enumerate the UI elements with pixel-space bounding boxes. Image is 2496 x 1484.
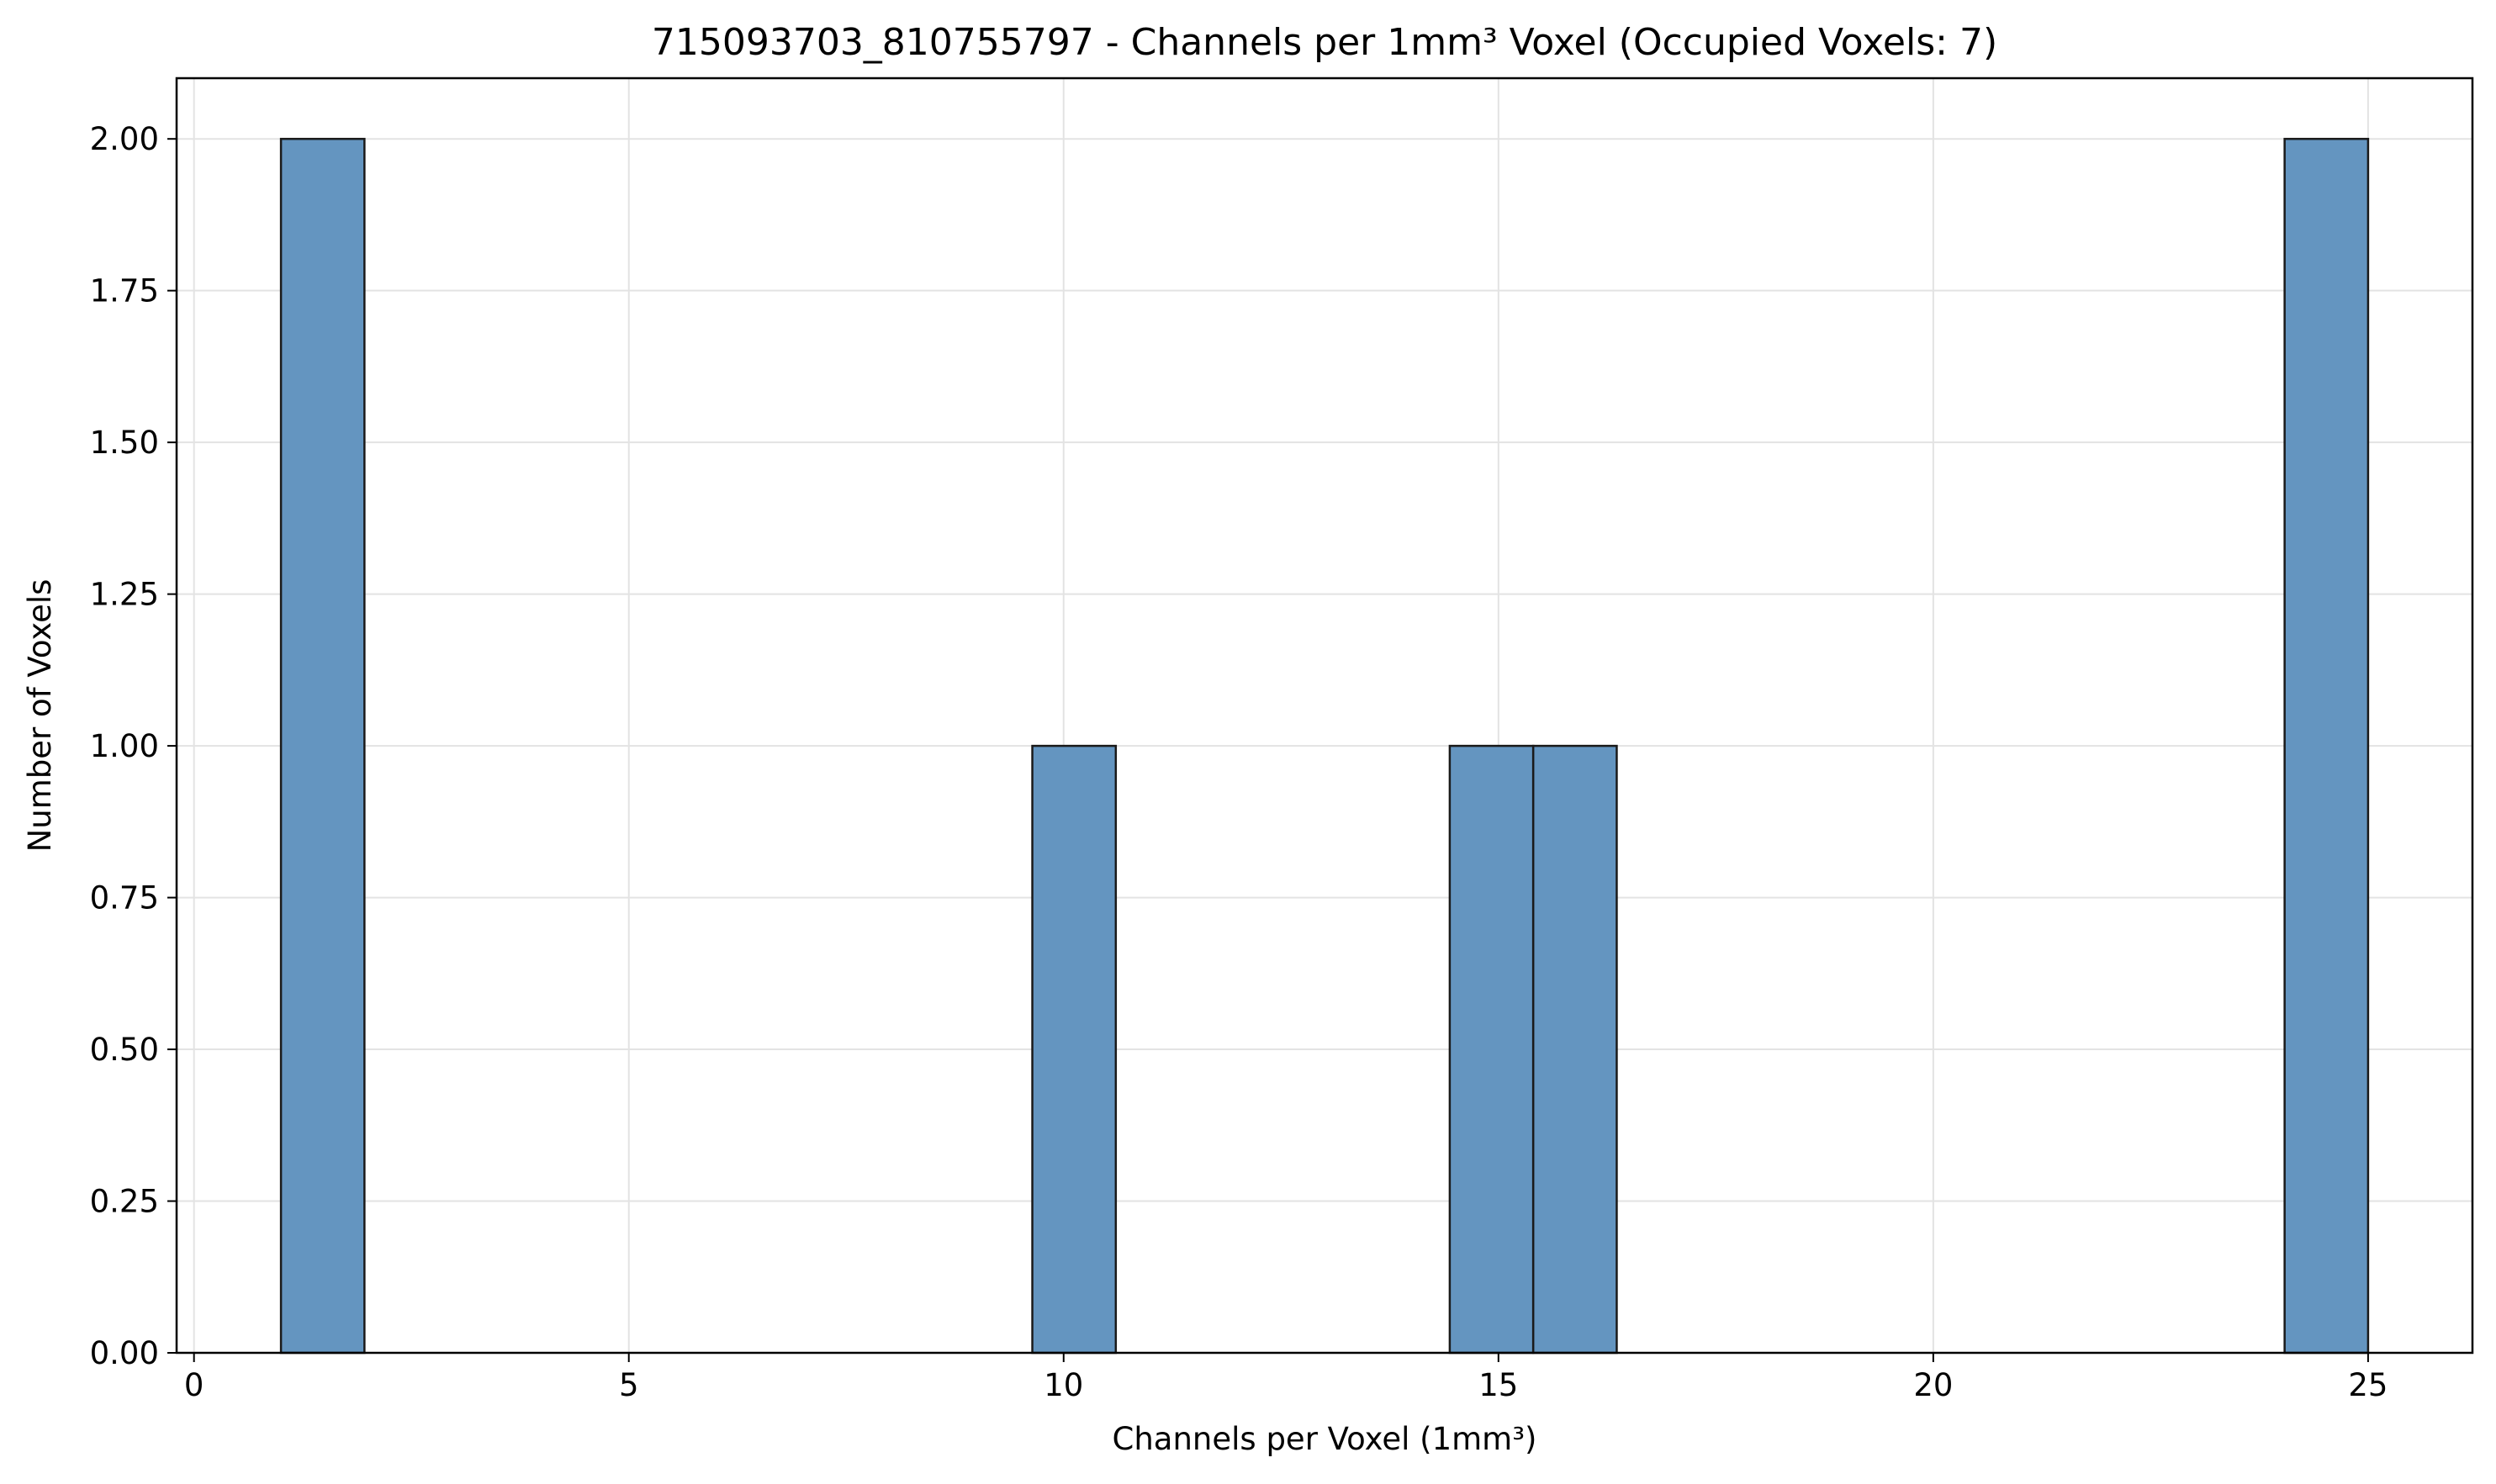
- x-tick-label-1: 5: [619, 1367, 639, 1403]
- x-tick-label-5: 25: [2348, 1367, 2388, 1403]
- plot-area: [177, 78, 2472, 1353]
- x-tick-label-0: 0: [184, 1367, 204, 1403]
- plot-frame: [175, 77, 2474, 1355]
- y-tick-label-4: 1.00: [90, 728, 159, 764]
- histogram-bar-3: [1531, 744, 1618, 1355]
- y-tick-label-5: 1.25: [90, 577, 159, 613]
- y-tick-label-8: 2.00: [90, 121, 159, 157]
- y-tick-label-6: 1.50: [90, 425, 159, 461]
- x-tick-label-3: 15: [1478, 1367, 1518, 1403]
- histogram-bar-1: [1031, 744, 1118, 1355]
- chart-title: 715093703_810755797 - Channels per 1mm³ …: [652, 21, 1997, 64]
- y-tick-label-1: 0.25: [90, 1184, 159, 1220]
- y-tick-label-2: 0.50: [90, 1032, 159, 1068]
- y-tick-label-7: 1.75: [90, 273, 159, 309]
- x-tick-label-2: 10: [1044, 1367, 1083, 1403]
- y-axis-label: Number of Voxels: [22, 579, 58, 853]
- histogram-bar-2: [1448, 744, 1535, 1355]
- histogram-bar-4: [2283, 137, 2370, 1355]
- x-tick-label-4: 20: [1913, 1367, 1953, 1403]
- y-tick-label-3: 0.75: [90, 880, 159, 916]
- axis-ticks: 0 5 10 15 20 25 0.00 0.25 0.50 0.75 1.00 1.25 1.50 1.…: [90, 121, 2388, 1403]
- x-axis-label: Channels per Voxel (1mm³): [1113, 1421, 1537, 1457]
- y-tick-label-0: 0.00: [90, 1335, 159, 1371]
- histogram-bar-0: [279, 137, 366, 1355]
- grid-lines: [177, 78, 2472, 1354]
- bars: [279, 137, 2370, 1355]
